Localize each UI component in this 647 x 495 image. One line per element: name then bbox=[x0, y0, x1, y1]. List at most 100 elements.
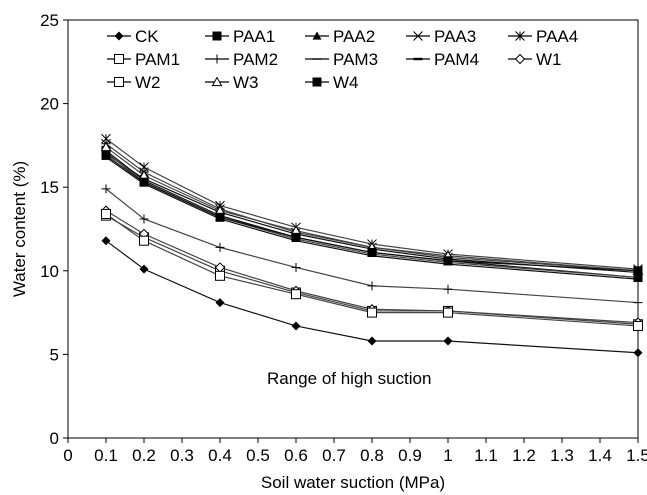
series-paa1 bbox=[101, 145, 643, 282]
legend-label-ck: CK bbox=[135, 27, 159, 46]
legend-marker-pam1 bbox=[114, 54, 124, 64]
x-tick-label: 0.7 bbox=[322, 446, 346, 465]
legend-entry-pam1: PAM1 bbox=[107, 50, 180, 69]
data-point-ck bbox=[101, 236, 111, 246]
data-point-w4 bbox=[101, 150, 111, 160]
series-pam2 bbox=[101, 184, 643, 308]
data-point-pam2 bbox=[101, 184, 111, 194]
data-point-ck bbox=[633, 348, 643, 358]
x-tick-label: 0.3 bbox=[170, 446, 194, 465]
x-tick-label: 1.2 bbox=[512, 446, 536, 465]
data-point-ck bbox=[139, 264, 149, 274]
plot-frame bbox=[67, 19, 639, 439]
series-ck bbox=[101, 236, 643, 358]
y-tick-label: 5 bbox=[50, 345, 59, 364]
data-point-w3 bbox=[100, 141, 112, 152]
legend-entry-w1: W1 bbox=[508, 50, 562, 69]
data-point-w2 bbox=[291, 289, 301, 300]
series-line-pam3 bbox=[105, 151, 639, 279]
y-tick-label: 10 bbox=[40, 262, 59, 281]
x-tick-label: 0.5 bbox=[246, 446, 270, 465]
data-point-w2 bbox=[215, 270, 225, 281]
y-tick-label: 20 bbox=[40, 95, 59, 114]
legend-label-w4: W4 bbox=[333, 73, 359, 92]
x-tick-label: 1.3 bbox=[550, 446, 574, 465]
legend-entry-pam2: PAM2 bbox=[205, 50, 278, 69]
legend-label-paa2: PAA2 bbox=[333, 27, 375, 46]
legend-marker-paa1 bbox=[212, 31, 222, 41]
data-point-w4 bbox=[139, 177, 149, 187]
series-line-pam4 bbox=[105, 156, 639, 280]
series-w2 bbox=[101, 208, 643, 331]
y-tick-label: 0 bbox=[50, 429, 59, 448]
legend-label-pam2: PAM2 bbox=[233, 50, 278, 69]
x-tick-label: 1.1 bbox=[474, 446, 498, 465]
x-tick-label: 1.4 bbox=[588, 446, 612, 465]
legend-marker-ck bbox=[114, 31, 124, 41]
series-pam4 bbox=[101, 155, 643, 281]
data-point-ck bbox=[215, 298, 225, 308]
legend-entry-paa1: PAA1 bbox=[205, 27, 275, 46]
data-point-ck bbox=[367, 336, 377, 346]
x-tick-label: 0.1 bbox=[94, 446, 118, 465]
data-point-w2 bbox=[633, 320, 643, 331]
legend-entry-w3: W3 bbox=[205, 73, 259, 92]
data-point-w2 bbox=[443, 307, 453, 318]
legend-marker-paa4 bbox=[515, 31, 525, 41]
data-point-w4 bbox=[443, 256, 453, 266]
series-layer bbox=[100, 133, 644, 358]
x-tick-label: 0.6 bbox=[284, 446, 308, 465]
axes: 0 0.1 0.2 0.3 0.4 0.5 0.6 0.7 0.8 0.9 1 1.1 1.2 1.3 1.… bbox=[40, 11, 647, 465]
x-tick-label: 0.9 bbox=[398, 446, 422, 465]
legend-entry-ck: CK bbox=[107, 27, 159, 46]
series-paa2 bbox=[101, 149, 643, 277]
x-tick-label: 0.2 bbox=[132, 446, 156, 465]
x-tick-label: 1.5 bbox=[626, 446, 647, 465]
data-point-pam2 bbox=[367, 281, 377, 291]
legend-entry-pam4: PAM4 bbox=[406, 50, 479, 69]
legend-marker-w2 bbox=[114, 77, 124, 87]
legend-entry-paa3: PAA3 bbox=[406, 27, 476, 46]
legend-marker-paa2 bbox=[312, 31, 322, 40]
data-point-ck bbox=[291, 321, 301, 331]
legend-marker-w4 bbox=[312, 77, 322, 87]
legend-entry-pam3: PAM3 bbox=[305, 50, 378, 69]
legend-label-paa1: PAA1 bbox=[233, 27, 275, 46]
series-w4 bbox=[101, 150, 643, 276]
legend: CK PAA1 PAA2 PAA3 PAA4 PAM1 PAM2 PAM3 PAM4 W1 W2 W3… bbox=[107, 27, 578, 92]
x-tick-label: 0.4 bbox=[208, 446, 232, 465]
annotation-range-high-suction: Range of high suction bbox=[267, 369, 431, 388]
data-point-pam2 bbox=[443, 284, 453, 294]
legend-entry-w2: W2 bbox=[107, 73, 161, 92]
x-tick-label: 1 bbox=[443, 446, 452, 465]
legend-label-w1: W1 bbox=[536, 50, 562, 69]
legend-marker-w3 bbox=[211, 76, 223, 87]
legend-label-w2: W2 bbox=[135, 73, 161, 92]
legend-marker-w1 bbox=[514, 53, 526, 65]
y-tick-label: 25 bbox=[40, 11, 59, 30]
legend-label-pam4: PAM4 bbox=[434, 50, 479, 69]
y-axis-title: Water content (%) bbox=[10, 161, 29, 297]
x-axis-title: Soil water suction (MPa) bbox=[261, 473, 445, 492]
legend-entry-paa4: PAA4 bbox=[508, 27, 578, 46]
data-point-pam2 bbox=[291, 262, 301, 272]
data-point-w4 bbox=[633, 266, 643, 276]
legend-marker-paa3 bbox=[413, 31, 423, 41]
legend-label-paa3: PAA3 bbox=[434, 27, 476, 46]
data-point-pam2 bbox=[633, 298, 643, 308]
legend-marker-pam2 bbox=[212, 54, 222, 64]
data-point-w4 bbox=[291, 232, 301, 242]
legend-label-w3: W3 bbox=[233, 73, 259, 92]
data-point-w4 bbox=[367, 247, 377, 257]
legend-entry-paa2: PAA2 bbox=[305, 27, 375, 46]
data-point-pam2 bbox=[139, 214, 149, 224]
legend-entry-w4: W4 bbox=[305, 73, 359, 92]
data-point-w2 bbox=[367, 307, 377, 318]
legend-label-pam1: PAM1 bbox=[135, 50, 180, 69]
data-point-w2 bbox=[101, 208, 111, 219]
x-tick-label: 0 bbox=[63, 446, 72, 465]
data-point-ck bbox=[443, 336, 453, 346]
y-tick-label: 15 bbox=[40, 178, 59, 197]
x-tick-label: 0.8 bbox=[360, 446, 384, 465]
